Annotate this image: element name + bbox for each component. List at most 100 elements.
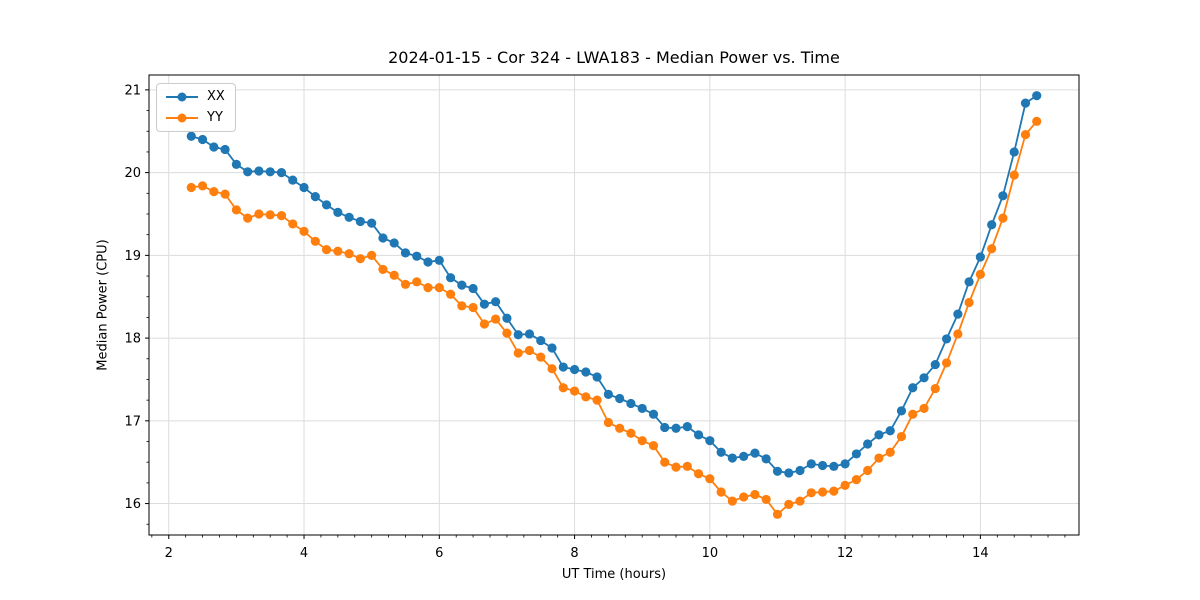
data-point-xx	[795, 465, 805, 476]
data-point-yy	[367, 250, 377, 260]
data-point-yy	[1020, 129, 1031, 140]
data-point-yy	[648, 441, 659, 451]
data-point-yy	[637, 436, 647, 446]
data-point-xx	[739, 451, 749, 462]
y-tick-label: 17	[124, 414, 141, 429]
data-point-yy	[919, 403, 929, 414]
data-point-xx	[220, 144, 230, 155]
x-tick-label: 8	[570, 546, 578, 561]
data-point-xx	[603, 389, 613, 399]
data-point-xx	[896, 406, 907, 416]
data-point-yy	[987, 244, 997, 254]
data-point-xx	[288, 175, 298, 185]
data-point-yy	[840, 480, 850, 490]
data-point-xx	[355, 216, 365, 227]
data-point-xx	[592, 372, 602, 382]
data-point-xx	[941, 334, 952, 344]
data-point-yy	[220, 189, 230, 199]
data-point-xx	[716, 447, 726, 457]
data-point-yy	[806, 488, 816, 498]
data-point-xx	[885, 426, 895, 436]
data-point-yy	[1009, 170, 1019, 180]
data-point-yy	[682, 461, 692, 471]
data-point-yy	[333, 246, 343, 256]
data-point-yy	[288, 219, 298, 229]
data-point-yy	[243, 213, 253, 223]
legend-label: XX	[207, 89, 225, 104]
data-point-xx	[502, 313, 512, 323]
data-point-xx	[491, 297, 501, 307]
data-point-xx	[671, 423, 681, 433]
legend-marker-icon	[166, 91, 198, 103]
data-point-yy	[953, 329, 963, 339]
data-point-yy	[727, 496, 737, 506]
data-point-xx	[536, 335, 546, 346]
data-point-yy	[378, 264, 388, 275]
data-point-xx	[276, 168, 287, 178]
data-point-xx	[637, 403, 647, 414]
x-tick-label: 12	[837, 546, 854, 561]
data-point-xx	[524, 329, 535, 339]
data-point-xx	[468, 283, 478, 294]
data-point-yy	[209, 187, 219, 197]
data-point-xx	[445, 273, 456, 283]
data-point-xx	[434, 255, 444, 265]
data-point-yy	[603, 417, 613, 428]
data-point-xx	[1009, 147, 1019, 157]
x-tick-label: 10	[702, 546, 719, 561]
data-point-yy	[434, 283, 444, 293]
data-point-xx	[806, 459, 816, 469]
data-point-xx	[378, 233, 388, 243]
data-point-xx	[186, 131, 196, 141]
data-point-yy	[265, 210, 275, 220]
data-point-yy	[558, 383, 568, 393]
data-point-xx	[761, 454, 771, 464]
data-point-xx	[648, 409, 659, 419]
legend-marker-icon	[166, 112, 198, 124]
data-point-yy	[491, 314, 501, 324]
data-point-xx	[423, 257, 433, 267]
y-tick-label: 21	[124, 83, 141, 98]
data-point-yy	[896, 431, 907, 442]
data-point-yy	[772, 509, 783, 519]
y-tick-label: 20	[124, 166, 141, 181]
data-point-xx	[840, 459, 850, 469]
y-tick-label: 16	[124, 497, 141, 512]
data-point-yy	[693, 469, 704, 479]
legend: XX YY	[156, 83, 236, 132]
y-tick-label: 18	[124, 332, 141, 347]
data-point-yy	[536, 352, 546, 362]
series-line-yy	[191, 120, 1038, 516]
data-point-yy	[344, 249, 354, 259]
data-point-xx	[209, 142, 219, 152]
data-point-yy	[513, 348, 523, 358]
data-point-xx	[558, 362, 568, 372]
data-point-xx	[908, 383, 918, 393]
data-point-yy	[908, 409, 918, 419]
data-point-yy	[468, 302, 478, 313]
data-point-xx	[987, 220, 997, 230]
data-point-xx	[660, 422, 670, 433]
data-point-xx	[389, 238, 399, 248]
data-point-yy	[964, 297, 974, 308]
data-point-xx	[863, 439, 873, 449]
data-point-yy	[817, 487, 828, 497]
data-point-yy	[445, 289, 456, 299]
x-tick-label: 4	[300, 546, 308, 561]
data-point-xx	[231, 159, 241, 169]
legend-label: YY	[207, 110, 223, 125]
data-point-yy	[739, 492, 749, 502]
data-point-xx	[243, 167, 253, 177]
data-point-yy	[524, 345, 535, 356]
data-point-yy	[671, 462, 681, 472]
data-point-yy	[750, 489, 760, 500]
data-point-yy	[400, 279, 411, 289]
data-point-xx	[975, 252, 985, 262]
data-point-yy	[310, 236, 320, 246]
data-point-yy	[930, 383, 940, 394]
data-point-xx	[851, 449, 862, 459]
data-point-xx	[874, 430, 884, 440]
data-point-xx	[513, 330, 523, 340]
data-point-yy	[829, 486, 839, 496]
